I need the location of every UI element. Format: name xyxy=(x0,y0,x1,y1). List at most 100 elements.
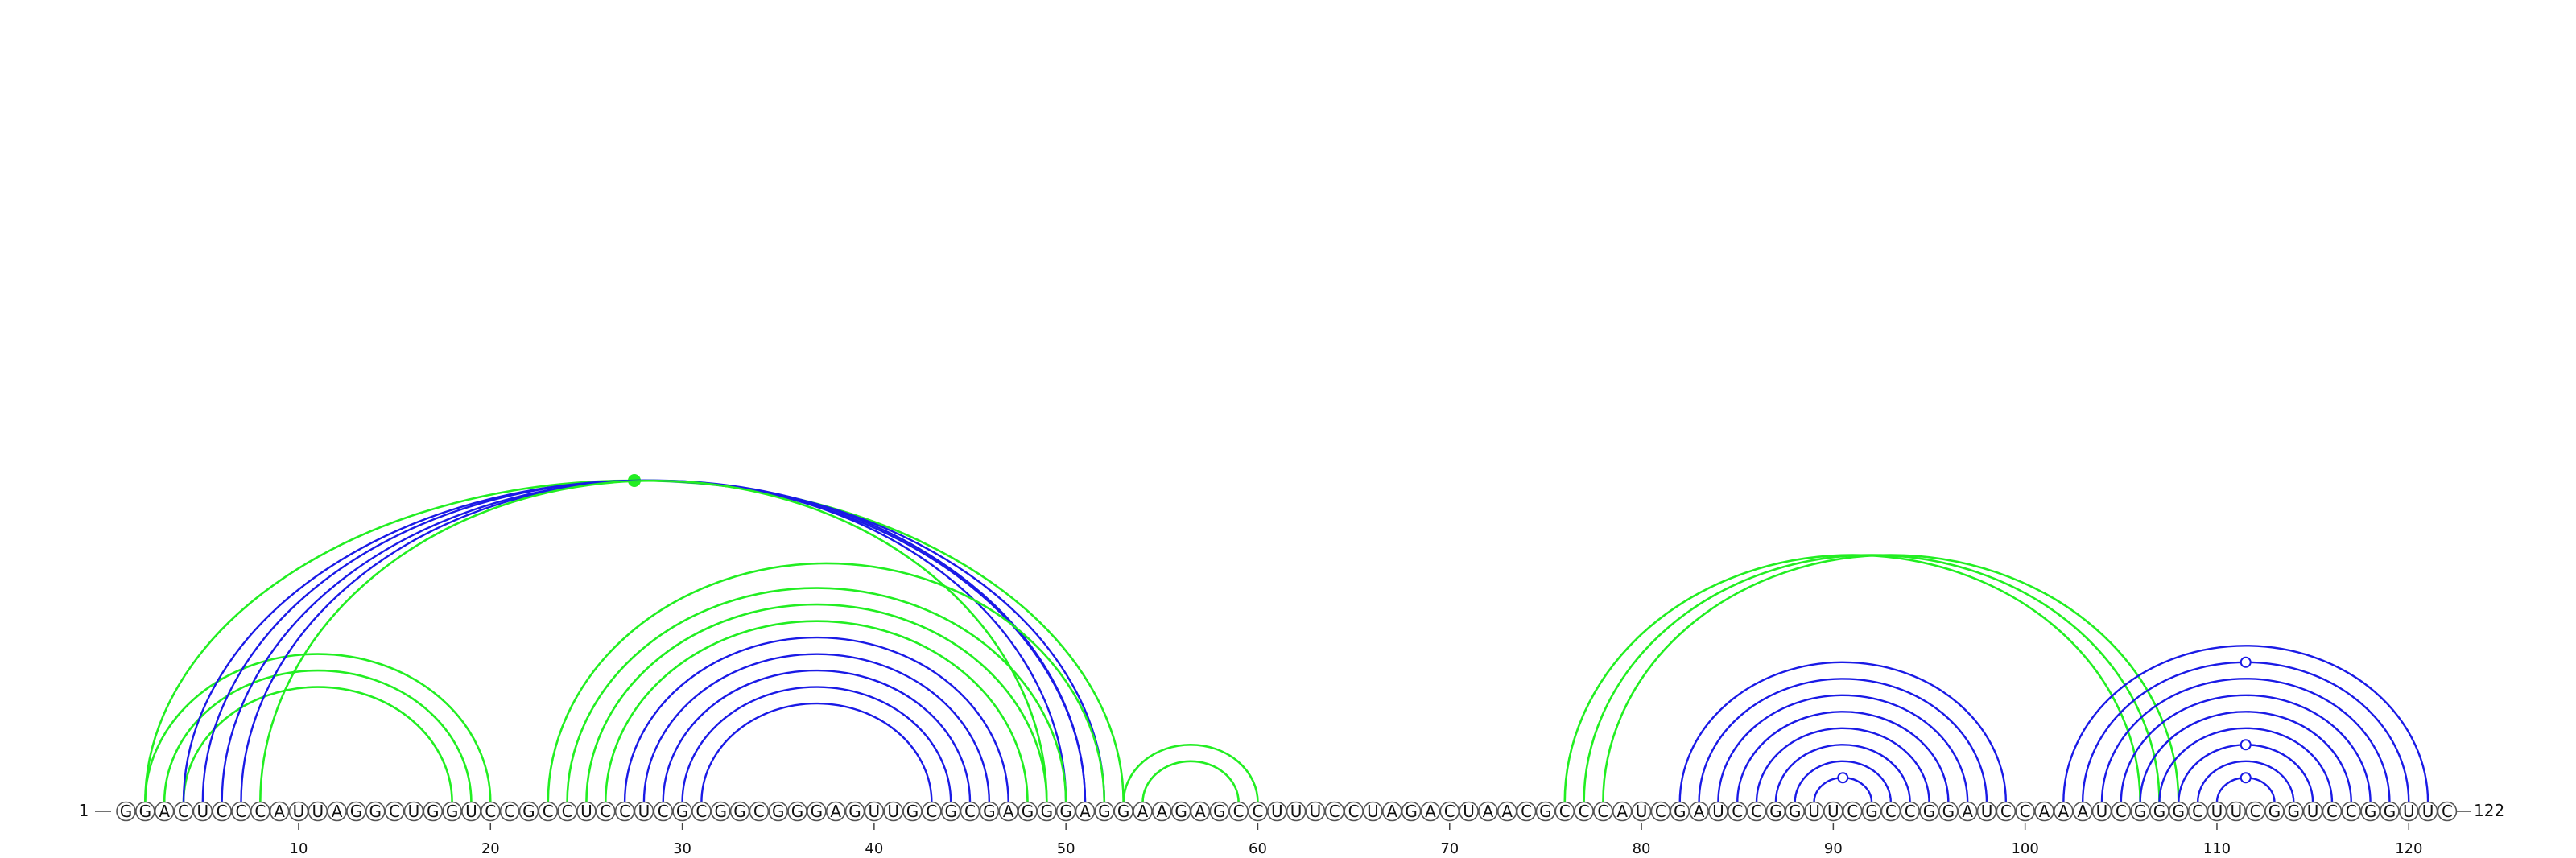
arc-blue-86-95 xyxy=(1755,727,1930,803)
nucleotide-circle-118 xyxy=(2360,801,2380,822)
nucleotide-92: G xyxy=(1861,801,1882,822)
nucleotide-letter-43: C xyxy=(926,802,937,821)
nucleotide-circle-90 xyxy=(1823,801,1843,822)
nucleotide-letter-48: G xyxy=(1022,802,1034,821)
nucleotide-letter-45: C xyxy=(964,802,976,821)
arc-blue-5-51 xyxy=(201,479,1087,803)
nucleotide-circle-14 xyxy=(365,801,386,822)
nucleotide-letter-13: G xyxy=(350,802,363,821)
nucleotide-letter-7: C xyxy=(235,802,246,821)
nucleotide-letter-15: C xyxy=(389,802,400,821)
arc-marker-110-113 xyxy=(2240,772,2252,784)
nucleotide-circle-110 xyxy=(2207,801,2227,822)
nucleotide-letter-105: C xyxy=(2116,802,2127,821)
nucleotide-letter-36: G xyxy=(791,802,804,821)
nucleotide-circle-114 xyxy=(2283,801,2304,822)
nucleotide-2: G xyxy=(135,801,155,822)
arc-marker-108-115 xyxy=(2240,739,2252,751)
nucleotide-circle-5 xyxy=(192,801,213,822)
nucleotide-70: C xyxy=(1439,801,1460,822)
nucleotide-letter-67: A xyxy=(1386,802,1397,821)
nucleotide-circle-74 xyxy=(1516,801,1537,822)
nucleotide-circle-69 xyxy=(1420,801,1441,822)
nucleotide-letter-49: G xyxy=(1041,802,1054,821)
nucleotide-10: U xyxy=(288,801,309,822)
nucleotide-letter-116: C xyxy=(2326,802,2338,821)
nucleotide-letter-46: G xyxy=(983,802,996,821)
nucleotide-letter-121: U xyxy=(2422,802,2434,821)
nucleotide-circle-40 xyxy=(864,801,885,822)
nucleotide-letter-117: C xyxy=(2346,802,2357,821)
nucleotide-108: G xyxy=(2169,801,2189,822)
nucleotide-letter-101: A xyxy=(2039,802,2050,821)
nucleotide-48: G xyxy=(1018,801,1038,822)
arc-blue-4-52 xyxy=(182,479,1106,803)
arc-green-25-49 xyxy=(585,603,1048,803)
nucleotide-20: C xyxy=(480,801,501,822)
arc-blue-87-94 xyxy=(1774,744,1911,803)
nucleotide-letter-65: C xyxy=(1348,802,1360,821)
nucleotide-105: C xyxy=(2111,801,2132,822)
arc-blue-88-93 xyxy=(1794,760,1893,803)
nucleotide-letter-86: C xyxy=(1751,802,1762,821)
nucleotide-circle-71 xyxy=(1459,801,1479,822)
arc-blue-107-116 xyxy=(2158,727,2334,803)
nucleotide-letter-40: U xyxy=(869,802,881,821)
nucleotide-68: G xyxy=(1401,801,1422,822)
arc-marker-103-120 xyxy=(2240,656,2252,668)
ticks-layer: 10 20 30 40 50 60 70 80 90 100 110 120 xyxy=(290,823,2422,857)
nucleotide-letter-118: G xyxy=(2364,802,2377,821)
nucleotide-letter-17: G xyxy=(427,802,440,821)
nucleotide-33: G xyxy=(729,801,750,822)
nucleotide-31: C xyxy=(691,801,712,822)
nucleotide-circle-4 xyxy=(173,801,194,822)
nucleotide-circle-21 xyxy=(499,801,520,822)
nucleotide-letter-35: G xyxy=(772,802,785,821)
nucleotide-39: G xyxy=(844,801,865,822)
nucleotide-circle-47 xyxy=(998,801,1018,822)
arc-green-2-53 xyxy=(144,479,1125,803)
nucleotide-34: C xyxy=(749,801,770,822)
nucleotide-90: U xyxy=(1823,801,1843,822)
arc-green-4-18 xyxy=(182,686,453,803)
nucleotide-circle-31 xyxy=(691,801,712,822)
nucleotide-letter-52: G xyxy=(1098,802,1111,821)
tick-label-10: 10 xyxy=(290,840,308,857)
nucleotide-87: G xyxy=(1765,801,1786,822)
nucleotide-42: G xyxy=(902,801,923,822)
nucleotide-letter-115: U xyxy=(2307,802,2319,821)
nucleotide-76: C xyxy=(1554,801,1575,822)
nucleotide-1: G xyxy=(116,801,136,822)
nucleotide-circle-57 xyxy=(1190,801,1211,822)
nucleotide-14: G xyxy=(365,801,386,822)
nucleotide-circle-72 xyxy=(1478,801,1498,822)
nucleotide-35: G xyxy=(768,801,789,822)
nucleotide-circle-97 xyxy=(1957,801,1978,822)
arc-blue-106-117 xyxy=(2139,711,2352,803)
nucleotide-73: A xyxy=(1496,801,1517,822)
nucleotide-112: C xyxy=(2245,801,2265,822)
nucleotide-54: A xyxy=(1133,801,1153,822)
nucleotide-25: U xyxy=(576,801,597,822)
nucleotide-circle-83 xyxy=(1689,801,1709,822)
nucleotide-103: A xyxy=(2072,801,2093,822)
nucleotide-98: U xyxy=(1976,801,1997,822)
nucleotide-circle-58 xyxy=(1209,801,1230,822)
nucleotide-letter-26: C xyxy=(600,802,611,821)
nucleotide-65: C xyxy=(1344,801,1364,822)
nucleotide-circle-22 xyxy=(518,801,539,822)
nucleotide-69: A xyxy=(1420,801,1441,822)
nucleotide-letter-112: C xyxy=(2250,802,2261,821)
nucleotide-letter-95: G xyxy=(1923,802,1936,821)
nucleotide-circle-86 xyxy=(1746,801,1767,822)
nucleotide-circle-54 xyxy=(1133,801,1153,822)
nucleotide-letter-53: G xyxy=(1117,802,1130,821)
arc-blue-30-44 xyxy=(681,686,952,803)
nucleotide-circle-92 xyxy=(1861,801,1882,822)
nucleotide-letter-69: A xyxy=(1425,802,1436,821)
nucleotide-letter-5: U xyxy=(196,802,208,821)
nucleotide-letter-9: A xyxy=(274,802,285,821)
nucleotide-letter-61: U xyxy=(1271,802,1283,821)
nucleotide-letter-10: U xyxy=(293,802,305,821)
